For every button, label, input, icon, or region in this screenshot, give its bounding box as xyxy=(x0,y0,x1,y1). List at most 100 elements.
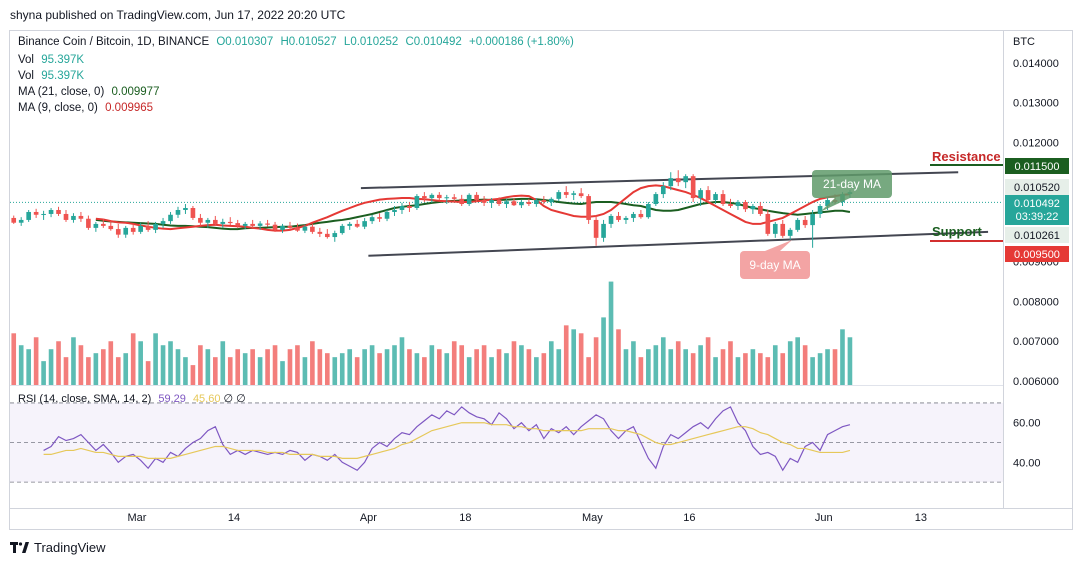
candle-body xyxy=(451,197,457,199)
volume-bar xyxy=(130,333,136,385)
candle-body xyxy=(795,219,800,230)
volume-bar xyxy=(362,349,367,385)
volume-bar xyxy=(302,357,308,385)
candle-body xyxy=(101,223,106,226)
candle-body xyxy=(63,213,69,220)
candle-body xyxy=(11,217,17,223)
rsi-value: 59.29 xyxy=(158,393,186,405)
volume-bar xyxy=(519,345,524,385)
volume-bar xyxy=(220,341,226,385)
ma21-callout-text: 21-day MA xyxy=(823,177,881,191)
y-tick-label: 0.012000 xyxy=(1013,137,1059,149)
vol-value: 95.397K xyxy=(41,54,85,66)
volume-bar xyxy=(840,329,845,385)
support-price-tag-bg xyxy=(1005,246,1069,262)
candle-body xyxy=(713,194,718,201)
candle-body xyxy=(690,176,696,199)
candle-body xyxy=(758,206,763,214)
volume-bar xyxy=(765,357,771,385)
volume-bar xyxy=(825,349,830,385)
volume-bar xyxy=(698,345,703,385)
candle-body xyxy=(198,217,203,223)
volume-bar xyxy=(265,349,270,385)
candle-body xyxy=(586,196,591,220)
volume-bar xyxy=(534,357,539,385)
volume-bar xyxy=(339,353,345,385)
volume-bar xyxy=(623,349,629,385)
volume-bar xyxy=(86,357,91,385)
candle-body xyxy=(190,208,196,218)
candle-body xyxy=(765,213,771,234)
volume-bar xyxy=(690,353,696,385)
candle-body xyxy=(429,194,435,199)
candle-body xyxy=(48,209,54,214)
volume-bar xyxy=(175,349,181,385)
candle-body xyxy=(257,223,263,226)
currency-label: BTC xyxy=(1013,36,1035,48)
volume-bar xyxy=(668,349,674,385)
y-tick-label: 0.006000 xyxy=(1013,376,1059,388)
candle-body xyxy=(705,190,711,201)
tradingview-brand[interactable]: TradingView xyxy=(10,540,106,555)
volume-bar xyxy=(631,341,636,385)
candle-body xyxy=(810,213,815,226)
symbol-name: Binance Coin / Bitcoin, 1D, BINANCE xyxy=(18,36,210,48)
volume-bar xyxy=(780,353,786,385)
volume-bar xyxy=(616,329,621,385)
tradingview-logo-icon xyxy=(10,541,29,553)
volume-bar xyxy=(429,345,435,385)
candle-body xyxy=(302,226,308,231)
candle-body xyxy=(310,226,315,232)
ma9-callout-box xyxy=(740,251,810,279)
rsi-sma-value: 45.60 xyxy=(192,393,221,405)
candle-body xyxy=(332,233,338,238)
rsi-label: RSI (14, close, SMA, 14, 2) xyxy=(18,393,152,405)
volume-bar xyxy=(33,337,39,385)
volume-bar xyxy=(324,353,330,385)
volume-bar xyxy=(772,345,778,385)
volume-bar xyxy=(235,349,241,385)
x-tick-label: 16 xyxy=(683,512,695,524)
volume-bar xyxy=(71,337,76,385)
candle-body xyxy=(593,219,599,238)
volume-bar xyxy=(646,349,651,385)
vol-legend-1: Vol 95.397K xyxy=(18,54,84,66)
candle-body xyxy=(145,225,151,230)
candle-body xyxy=(720,194,726,205)
candle-body xyxy=(205,219,211,223)
volume-bar xyxy=(586,357,591,385)
candle-body xyxy=(86,218,91,228)
candle-body xyxy=(108,225,114,230)
volume-bar xyxy=(563,325,569,385)
y-tick-label: 0.014000 xyxy=(1013,58,1059,70)
candle-body xyxy=(362,221,367,227)
support-label: Support xyxy=(932,224,982,239)
volume-bar xyxy=(817,353,823,385)
volume-bar xyxy=(608,281,614,385)
ma21-legend: MA (21, close, 0) 0.009977 xyxy=(18,86,159,98)
volume-bar xyxy=(683,349,689,385)
candle-body xyxy=(227,221,233,224)
ohlc-high: H0.010527 xyxy=(280,36,337,48)
candle-body xyxy=(466,194,472,205)
symbol-legend: Binance Coin / Bitcoin, 1D, BINANCE O0.0… xyxy=(18,36,574,48)
candle-body xyxy=(802,219,808,226)
volume-bar xyxy=(354,357,360,385)
candle-body xyxy=(772,223,778,234)
candle-body xyxy=(571,193,577,195)
volume-bar xyxy=(526,349,532,385)
candle-body xyxy=(18,219,24,223)
vol-legend-2: Vol 95.397K xyxy=(18,70,84,82)
volume-bar xyxy=(392,345,397,385)
volume-bar xyxy=(713,357,718,385)
high-price-tag: 0.010520 xyxy=(1014,182,1060,194)
volume-bar xyxy=(787,341,793,385)
vol-label: Vol xyxy=(18,54,34,66)
candle-body xyxy=(780,223,786,236)
volume-bar xyxy=(422,357,427,385)
rsi-legend: RSI (14, close, SMA, 14, 2) 59.29 45.60 … xyxy=(18,392,246,405)
candle-body xyxy=(168,214,173,222)
candle-body xyxy=(220,221,226,224)
candle-body xyxy=(295,227,300,231)
